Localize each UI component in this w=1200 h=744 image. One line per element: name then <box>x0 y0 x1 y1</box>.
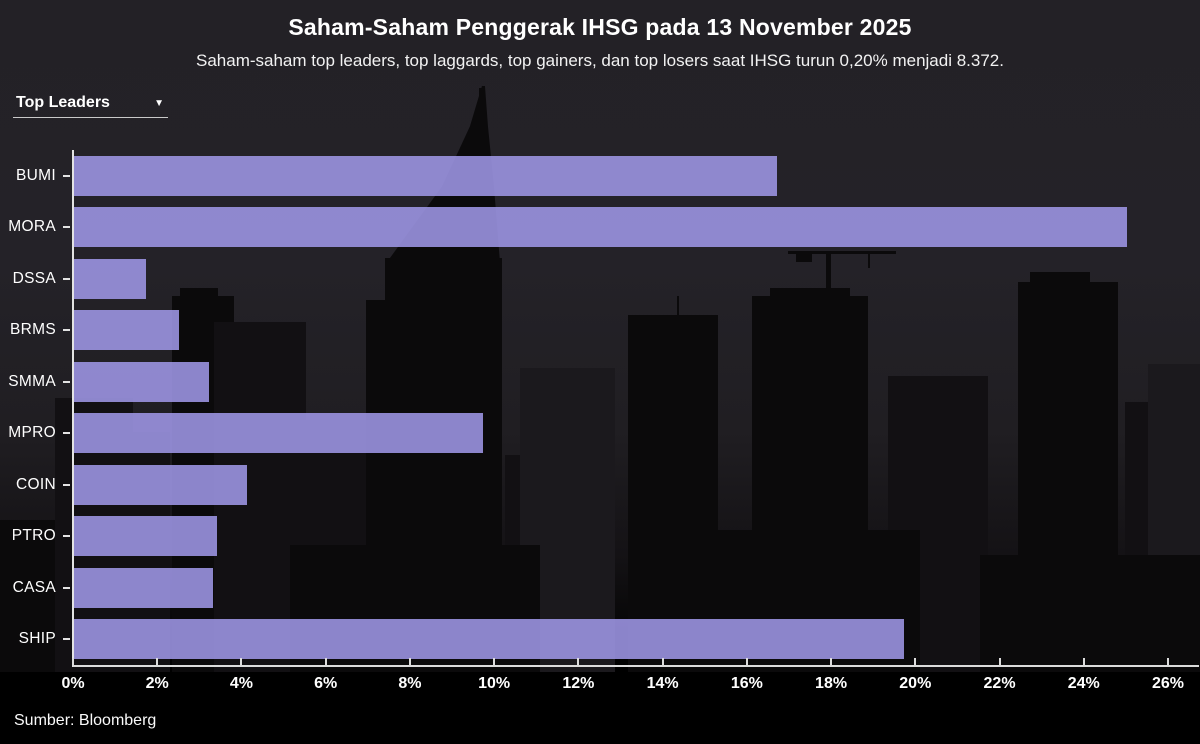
x-axis-tick <box>745 658 748 665</box>
chevron-down-icon: ▼ <box>154 98 164 109</box>
y-axis-label-mora: MORA <box>8 218 56 236</box>
x-axis-line <box>73 665 1199 667</box>
y-axis-label-casa: CASA <box>12 578 56 596</box>
bar-smma <box>74 361 209 402</box>
x-axis-tick-label: 8% <box>398 675 422 692</box>
x-axis-tick <box>1167 658 1169 665</box>
bar-coin <box>74 464 247 505</box>
y-axis-tick <box>63 329 70 332</box>
y-axis-tick <box>63 380 70 383</box>
chart-row: PTRO <box>0 511 1200 563</box>
source-attribution: Sumber: Bloomberg <box>14 712 157 729</box>
x-axis-tick-label: 22% <box>983 675 1016 692</box>
x-axis-tick <box>493 658 496 665</box>
x-axis-tick <box>830 658 833 665</box>
x-axis-tick <box>240 658 243 665</box>
y-axis-tick <box>63 277 70 280</box>
x-axis-tick-label: 26% <box>1151 675 1185 692</box>
x-axis-tick <box>577 658 580 665</box>
x-axis-tick-label: 16% <box>730 675 763 692</box>
y-axis-tick <box>63 535 70 538</box>
y-axis-label-brms: BRMS <box>10 321 56 339</box>
x-axis-tick <box>324 658 327 665</box>
building-silhouette <box>980 555 1200 672</box>
category-dropdown[interactable]: Top Leaders ▼ <box>13 92 168 118</box>
x-axis-tick-label: 10% <box>478 675 511 692</box>
crane-jib-silhouette <box>788 251 896 254</box>
bar-ptro <box>74 516 218 556</box>
chart-row: BUMI <box>0 150 1200 202</box>
y-axis-label-smma: SMMA <box>8 372 56 390</box>
chart-row: SHIP <box>0 614 1200 666</box>
dropdown-selected-value: Top Leaders <box>16 94 110 111</box>
y-axis-label-mpro: MPRO <box>8 424 56 442</box>
chart-row: BRMS <box>0 305 1200 357</box>
bar-casa <box>74 567 213 608</box>
crane-counterweight-silhouette <box>796 254 812 262</box>
y-axis-tick <box>63 226 70 229</box>
x-axis-tick-label: 12% <box>562 675 595 692</box>
chart-row: MPRO <box>0 408 1200 460</box>
x-axis-tick-label: 24% <box>1067 675 1100 692</box>
x-axis-tick-label: 18% <box>815 675 848 692</box>
y-axis-tick <box>63 174 70 177</box>
chart-title: Saham-Saham Penggerak IHSG pada 13 Novem… <box>288 14 912 40</box>
y-axis-label-dssa: DSSA <box>12 269 56 287</box>
chart-row: DSSA <box>0 253 1200 305</box>
x-axis-tick <box>661 658 664 665</box>
x-axis-tick-label: 6% <box>314 675 338 692</box>
crane-mast-silhouette <box>826 251 831 297</box>
crane-cable-silhouette <box>868 254 870 268</box>
x-axis-tick <box>408 658 411 665</box>
bar-chart-plot-area: BUMI MORA DSSA BRMS SMMA MPRO COIN PTRO CASA SHIP <box>0 150 1200 665</box>
x-axis-tick-label: 0% <box>61 675 85 692</box>
y-axis-tick <box>63 586 70 589</box>
x-axis-tick-label: 2% <box>145 675 169 692</box>
y-axis-label-ptro: PTRO <box>11 527 56 545</box>
y-axis-label-coin: COIN <box>16 475 56 493</box>
x-axis-tick-label: 4% <box>229 675 254 692</box>
y-axis-label-ship: SHIP <box>18 630 56 648</box>
x-axis-tick <box>998 658 1001 665</box>
y-axis-label-bumi: BUMI <box>16 166 56 184</box>
bar-bumi <box>74 155 778 196</box>
chart-row: MORA <box>0 202 1200 254</box>
x-axis-tick <box>156 658 159 665</box>
antenna-silhouette <box>479 88 482 163</box>
bar-mora <box>74 207 1127 247</box>
bar-brms <box>74 310 180 350</box>
chart-row: CASA <box>0 562 1200 614</box>
x-axis-tick-label: 14% <box>646 675 679 692</box>
y-axis-tick <box>63 432 70 435</box>
chart-subtitle: Saham-saham top leaders, top laggards, t… <box>196 51 1004 70</box>
bar-mpro <box>74 413 483 453</box>
x-axis-tick <box>914 658 917 665</box>
chart-row: SMMA <box>0 356 1200 408</box>
y-axis-tick <box>63 638 70 641</box>
x-axis-tick <box>72 658 74 665</box>
bar-dssa <box>74 258 146 299</box>
x-axis-tick-label: 20% <box>899 675 932 692</box>
chart-row: COIN <box>0 459 1200 511</box>
bar-ship <box>74 619 904 659</box>
antenna-silhouette <box>677 296 679 316</box>
y-axis-line <box>72 150 74 667</box>
y-axis-tick <box>63 483 70 486</box>
x-axis-tick <box>1082 658 1085 665</box>
